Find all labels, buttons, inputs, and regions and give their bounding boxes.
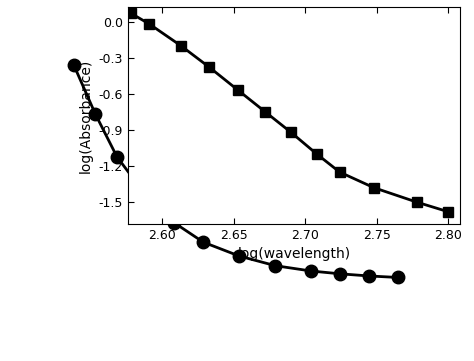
X-axis label: log(wavelength): log(wavelength) [237,247,350,261]
Y-axis label: log(Absorbance): log(Absorbance) [79,58,93,173]
